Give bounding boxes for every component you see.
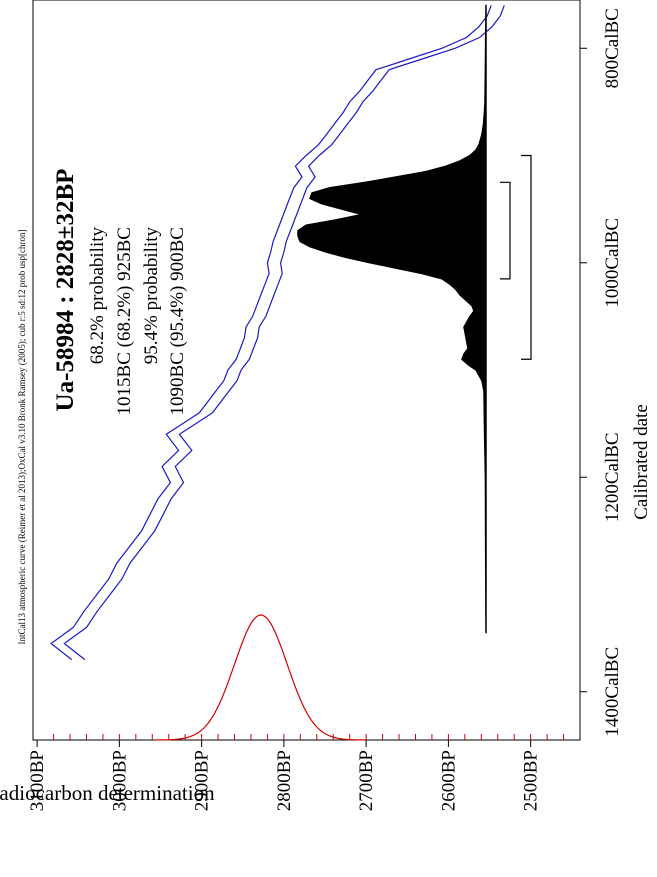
y-tick-label-3: 2800BP [274, 750, 295, 811]
y-tick-label-4: 2700BP [356, 750, 377, 811]
y-tick-label-1: 3000BP [109, 750, 130, 811]
chart-title: Ua-58984 : 2828±32BP [52, 169, 79, 412]
y-axis-title: Radiocarbon determination [0, 781, 215, 805]
x-axis-title: Calibrated date [631, 404, 652, 520]
range-95-heading: 95.4% probability [141, 227, 162, 365]
range-68-heading: 68.2% probability [87, 227, 108, 365]
y-tick-label-2: 2900BP [192, 750, 213, 811]
y-tick-label-6: 2500BP [521, 750, 542, 811]
y-tick-label-5: 2600BP [438, 750, 459, 811]
calibration-curve-lower [63, 5, 505, 661]
x-tick-label-2: 1000CalBC [602, 218, 623, 308]
rotated-chart-layer: IntCal13 atmospheric curve (Reimer et al… [0, 4, 652, 811]
x-tick-label-3: 800CalBC [602, 8, 623, 88]
range-95-value: 1090BC (95.4%) 900BC [167, 227, 188, 415]
x-tick-label-1: 1200CalBC [602, 432, 623, 522]
chart-header: IntCal13 atmospheric curve (Reimer et al… [17, 230, 27, 645]
range-bracket-95 [521, 154, 532, 360]
y-tick-label-0: 3100BP [27, 750, 48, 811]
measurement-curve [155, 614, 367, 741]
x-tick-label-0: 1400CalBC [602, 647, 623, 737]
range-68-value: 1015BC (68.2%) 925BC [114, 227, 135, 415]
plot-frame [32, 0, 581, 741]
calibrated-distribution [297, 4, 487, 634]
calibration-curve-upper [50, 5, 492, 661]
range-bracket-68 [500, 181, 511, 280]
